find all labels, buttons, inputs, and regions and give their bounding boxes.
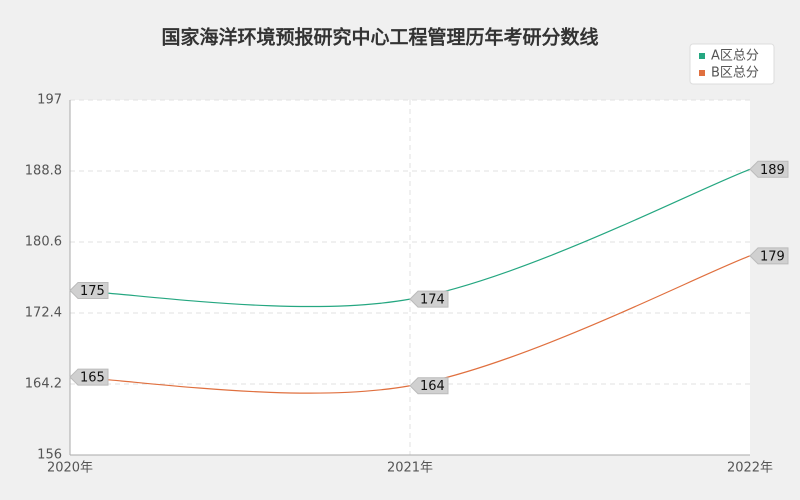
x-tick-label: 2020年: [47, 461, 93, 476]
data-label: 174: [420, 293, 445, 308]
y-tick-label: 172.4: [25, 306, 62, 321]
y-tick-label: 188.8: [25, 164, 62, 179]
data-label: 179: [760, 249, 785, 264]
legend-label: B区总分: [711, 66, 759, 81]
data-label-bg: [749, 247, 789, 265]
data-label-bg: [409, 290, 449, 308]
plot-area: [70, 100, 750, 455]
data-label-bg: [409, 377, 449, 395]
x-tick-label: 2022年: [727, 461, 773, 476]
y-tick-label: 197: [37, 93, 62, 108]
y-tick-label: 156: [37, 448, 62, 463]
data-label: 164: [420, 379, 445, 394]
legend-swatch: [699, 70, 705, 76]
legend-label: A区总分: [711, 49, 759, 64]
y-tick-label: 164.2: [25, 377, 62, 392]
data-label-bg: [69, 368, 109, 386]
data-label: 175: [80, 284, 105, 299]
legend-swatch: [699, 53, 705, 59]
data-label-bg: [749, 160, 789, 178]
chart-title: 国家海洋环境预报研究中心工程管理历年考研分数线: [161, 26, 598, 49]
legend-box: [689, 43, 775, 85]
y-tick-label: 180.6: [25, 235, 62, 250]
data-label-bg: [69, 281, 109, 299]
data-label: 165: [80, 371, 105, 386]
x-tick-label: 2021年: [387, 461, 433, 476]
data-label: 189: [760, 163, 785, 178]
